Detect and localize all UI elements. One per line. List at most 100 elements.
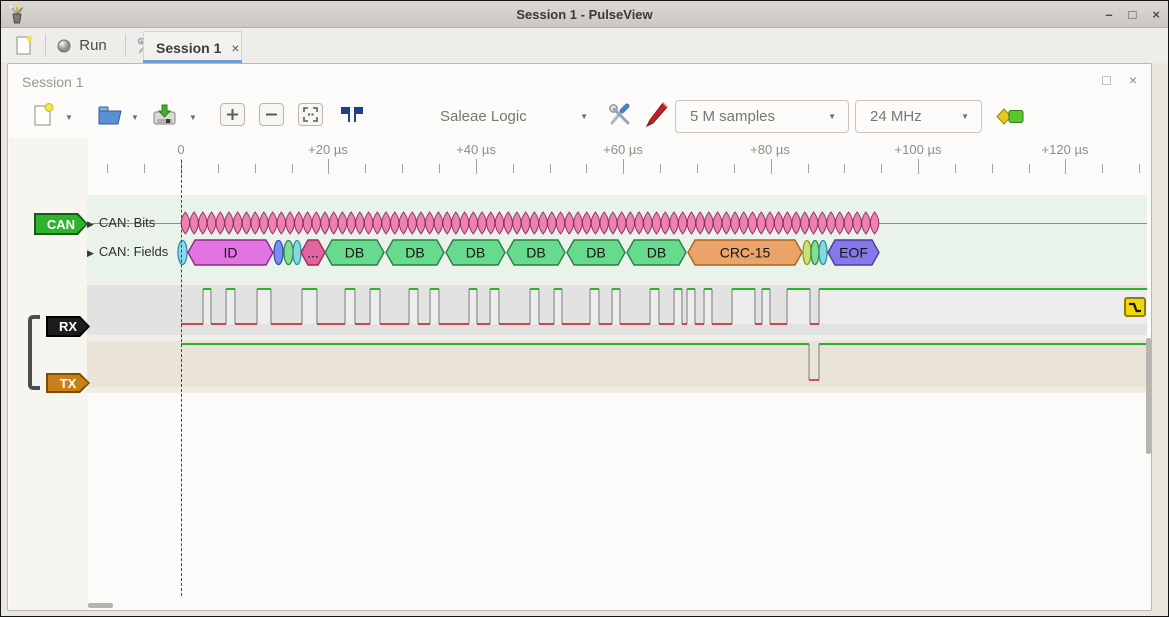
chevron-down-icon: ▼ — [189, 112, 197, 122]
new-file-icon — [34, 103, 54, 126]
run-button-label: Run — [79, 37, 107, 54]
session-tab[interactable]: Session 1 × — [143, 31, 242, 63]
tx-channel-tag[interactable]: TX — [46, 373, 90, 393]
ruler-tick — [1065, 159, 1067, 174]
tx-trace-band[interactable] — [87, 341, 1147, 387]
ruler-tick — [991, 164, 993, 173]
svg-text:...: ... — [307, 245, 319, 261]
svg-text:DB: DB — [586, 245, 605, 261]
session-restore-button[interactable]: □ — [1102, 72, 1111, 88]
rx-channel-tag[interactable]: RX — [46, 316, 90, 337]
svg-text:DB: DB — [647, 245, 666, 261]
open-folder-icon — [98, 106, 122, 125]
session-close-button[interactable]: × — [1128, 72, 1137, 88]
zoom-fit-button[interactable] — [298, 103, 323, 126]
ruler-tick — [107, 164, 109, 173]
ruler-time-label: +100 µs — [894, 142, 942, 157]
device-select-value: Saleae Logic — [440, 108, 527, 125]
new-file-button[interactable] — [30, 102, 56, 128]
ruler-tick — [1102, 164, 1104, 173]
expand-arrow-icon: ▶ — [87, 219, 94, 229]
device-select[interactable]: Saleae Logic ▼ — [428, 100, 600, 133]
open-dropdown[interactable]: ▼ — [127, 110, 143, 124]
open-button[interactable] — [95, 102, 123, 128]
svg-text:CRC-15: CRC-15 — [720, 245, 771, 261]
svg-text:EOF: EOF — [839, 245, 868, 261]
can-bits-row — [180, 211, 880, 235]
active-tab-indicator — [143, 60, 242, 63]
session-title: Session 1 — [22, 74, 84, 90]
add-decoder-button[interactable] — [994, 106, 1028, 126]
show-cursors-button[interactable] — [338, 103, 366, 126]
can-decoder-tag[interactable]: CAN — [34, 213, 88, 235]
ruler-tick — [660, 164, 661, 173]
chevron-down-icon: ▼ — [580, 112, 588, 121]
chevron-down-icon: ▼ — [961, 112, 969, 121]
ruler-tick — [623, 159, 625, 174]
minimize-button[interactable]: – — [1105, 7, 1113, 22]
tx-waveform — [181, 343, 1147, 381]
ruler-tick — [512, 164, 514, 173]
ruler-tick — [438, 164, 440, 173]
zoom-in-button[interactable] — [220, 103, 245, 126]
decoder-icon — [995, 107, 1023, 125]
ruler-time-label: +40 µs — [456, 142, 496, 157]
svg-text:DB: DB — [526, 245, 545, 261]
decoder-row-bits-label: CAN: Bits — [98, 215, 156, 230]
horizontal-scrollbar-handle[interactable] — [88, 603, 113, 608]
decoder-row-fields[interactable]: ▶ CAN: Fields — [87, 244, 168, 259]
sample-rate-select[interactable]: 24 MHz ▼ — [855, 100, 982, 133]
ruler-tick — [328, 159, 330, 174]
zoom-fit-icon — [303, 107, 318, 122]
zoom-out-button[interactable] — [259, 103, 284, 126]
new-session-icon — [16, 35, 33, 55]
channels-button[interactable] — [643, 102, 669, 128]
ruler-time-label: 0 — [177, 142, 185, 157]
trigger-marker-badge[interactable] — [1124, 297, 1146, 317]
channel-group-bracket[interactable] — [28, 315, 40, 390]
ruler-tick — [770, 159, 772, 174]
can-tag-label: CAN — [36, 215, 86, 233]
toolbar-separator — [125, 34, 126, 57]
ruler-tick — [586, 164, 588, 173]
ruler-tick — [144, 164, 146, 173]
run-button[interactable]: Run — [51, 31, 113, 60]
save-button[interactable] — [149, 102, 179, 128]
plus-icon — [227, 109, 238, 120]
ruler-tick — [1028, 164, 1030, 173]
cursors-flags-icon — [341, 107, 363, 122]
new-file-dropdown[interactable]: ▼ — [61, 110, 77, 124]
close-button[interactable]: × — [1152, 7, 1160, 22]
ruler-tick — [954, 164, 956, 173]
session-tab-close-icon[interactable]: × — [231, 39, 240, 56]
time-cursor-line[interactable] — [181, 160, 182, 596]
expand-arrow-icon: ▶ — [87, 248, 94, 258]
window-title: Session 1 - PulseView — [516, 6, 653, 22]
sample-count-select[interactable]: 5 M samples ▼ — [675, 100, 849, 133]
ruler-time-label: +80 µs — [750, 142, 790, 157]
vertical-scrollbar-handle[interactable] — [1146, 338, 1151, 454]
chevron-down-icon: ▼ — [65, 112, 73, 122]
wrench-screwdriver-icon — [609, 103, 630, 125]
decoder-row-fields-label: CAN: Fields — [98, 244, 169, 259]
maximize-button[interactable]: □ — [1128, 7, 1137, 22]
chevron-down-icon: ▼ — [131, 112, 139, 122]
pulseview-logo-icon — [9, 4, 25, 24]
ruler-tick — [254, 164, 256, 173]
ruler-tick — [881, 164, 883, 173]
new-session-button[interactable] — [9, 31, 39, 60]
band-gap — [87, 279, 1147, 285]
band-gap — [87, 387, 1147, 393]
session-subwindow: Session 1 □ × ▼ ▼ — [7, 63, 1152, 611]
tx-tag-label: TX — [48, 375, 88, 391]
decoder-row-bits[interactable]: ▶ CAN: Bits — [87, 215, 155, 230]
save-dropdown[interactable]: ▼ — [185, 110, 201, 124]
ruler-tick — [217, 164, 219, 173]
save-icon — [153, 104, 175, 125]
ruler-time-label: +20 µs — [308, 142, 348, 157]
configure-device-button[interactable] — [606, 102, 634, 128]
ruler-tick — [1139, 164, 1141, 173]
trace-canvas: ID... DB DB DB DB DB DB CRC-15 EOF — [177, 211, 1147, 381]
svg-text:ID: ID — [224, 245, 238, 261]
ruler-time-label: +60 µs — [603, 142, 643, 157]
